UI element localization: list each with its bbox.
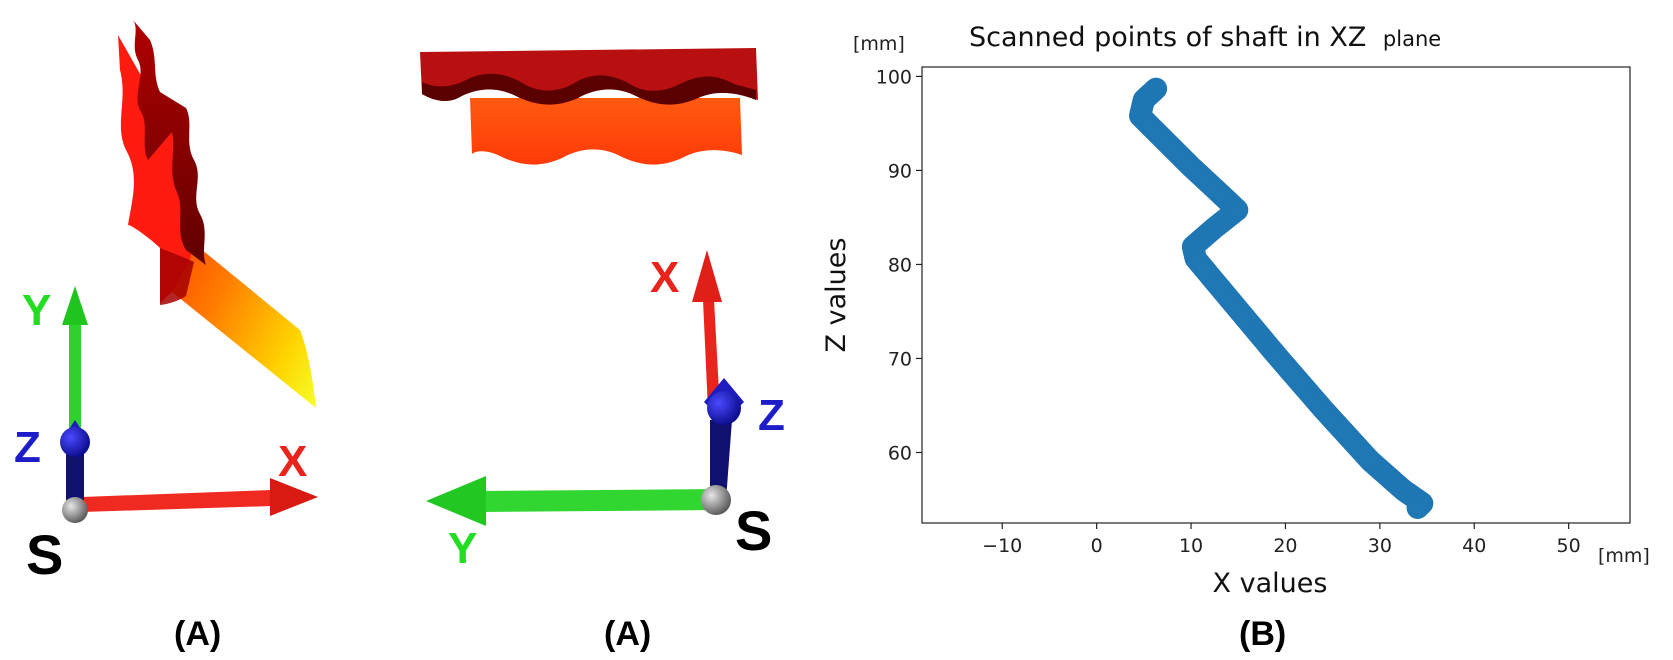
- panel-tag-a2: (A): [604, 615, 651, 653]
- surface-orange-face: [470, 98, 742, 165]
- y-tick-label: 100: [876, 66, 912, 88]
- scatter-point: [1406, 496, 1429, 519]
- scatter-chart: Scanned points of shaft in XZ plane [mm]…: [821, 22, 1650, 653]
- z-axis-label-a2: Z: [758, 391, 785, 440]
- origin-label-a2: S: [735, 499, 772, 562]
- x-tick-label: 10: [1179, 535, 1203, 557]
- panel-tag-b: (B): [1239, 615, 1286, 653]
- chart-title: Scanned points of shaft in XZ plane: [969, 22, 1441, 53]
- x-axis-arrow-a2: [692, 250, 722, 410]
- y-axis-arrow-a2: [426, 476, 718, 526]
- x-axis-title: X values: [1213, 568, 1328, 599]
- x-tick-label: 30: [1368, 535, 1392, 557]
- x-tick-label: −10: [982, 535, 1022, 557]
- scan-surface-a1: [118, 20, 316, 408]
- x-tick-label: 50: [1557, 535, 1581, 557]
- y-tick-label: 70: [888, 348, 912, 370]
- y-unit-label: [mm]: [853, 33, 905, 55]
- y-axis-arrow-a1: [62, 286, 88, 440]
- panel-tag-a1: (A): [174, 615, 221, 653]
- plot-frame: [921, 66, 1631, 524]
- surface-dark-band: [422, 73, 756, 105]
- z-axis-arrow-a1: [60, 420, 90, 506]
- x-axis-arrow-a1: [82, 478, 318, 516]
- chart-title-suffix: plane: [1383, 27, 1441, 51]
- surface-red-face: [118, 35, 191, 303]
- chart-title-main: Scanned points of shaft in XZ: [969, 22, 1366, 53]
- scatter-points: [1129, 77, 1434, 519]
- y-tick-label: 60: [888, 442, 912, 464]
- panel-a2: X Z Y S (A): [420, 48, 785, 653]
- x-tick-label: 40: [1462, 535, 1486, 557]
- x-ticks: −10 0 10 20 30 40 50: [982, 523, 1581, 557]
- x-axis-label-a1: X: [278, 437, 307, 486]
- z-axis-arrow-a2: [704, 378, 744, 500]
- surface-light-face: [172, 130, 316, 408]
- y-axis-label-a2: Y: [448, 524, 477, 573]
- panel-a1: Y Z X S (A): [14, 20, 318, 653]
- y-ticks: 60 70 80 90 100: [876, 66, 922, 464]
- y-axis-title: Z values: [821, 238, 852, 353]
- y-tick-label: 90: [888, 160, 912, 182]
- x-tick-label: 20: [1273, 535, 1297, 557]
- origin-label-a1: S: [26, 523, 63, 586]
- x-axis-label-a2: X: [650, 253, 679, 302]
- surface-red-top: [420, 48, 758, 105]
- y-tick-label: 80: [888, 254, 912, 276]
- surface-dark-edge: [133, 20, 206, 265]
- x-unit-label: [mm]: [1598, 545, 1650, 567]
- surface-dark-edge-lower: [160, 248, 194, 305]
- z-axis-label-a1: Z: [14, 423, 41, 472]
- origin-ball-a1: [62, 497, 88, 523]
- x-tick-label: 0: [1091, 535, 1103, 557]
- scan-surface-a2: [420, 48, 758, 165]
- y-axis-label-a1: Y: [22, 286, 51, 335]
- origin-ball-a2: [701, 485, 731, 515]
